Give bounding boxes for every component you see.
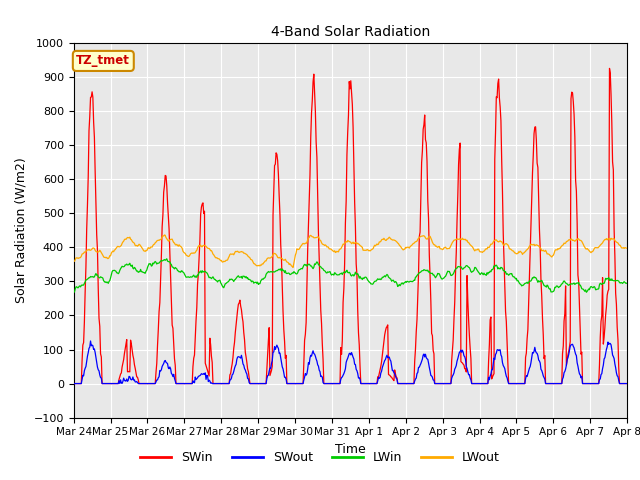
Text: TZ_tmet: TZ_tmet [76, 54, 131, 67]
Title: 4-Band Solar Radiation: 4-Band Solar Radiation [271, 25, 430, 39]
Legend: SWin, SWout, LWin, LWout: SWin, SWout, LWin, LWout [135, 446, 505, 469]
Y-axis label: Solar Radiation (W/m2): Solar Radiation (W/m2) [15, 157, 28, 303]
X-axis label: Time: Time [335, 443, 366, 456]
